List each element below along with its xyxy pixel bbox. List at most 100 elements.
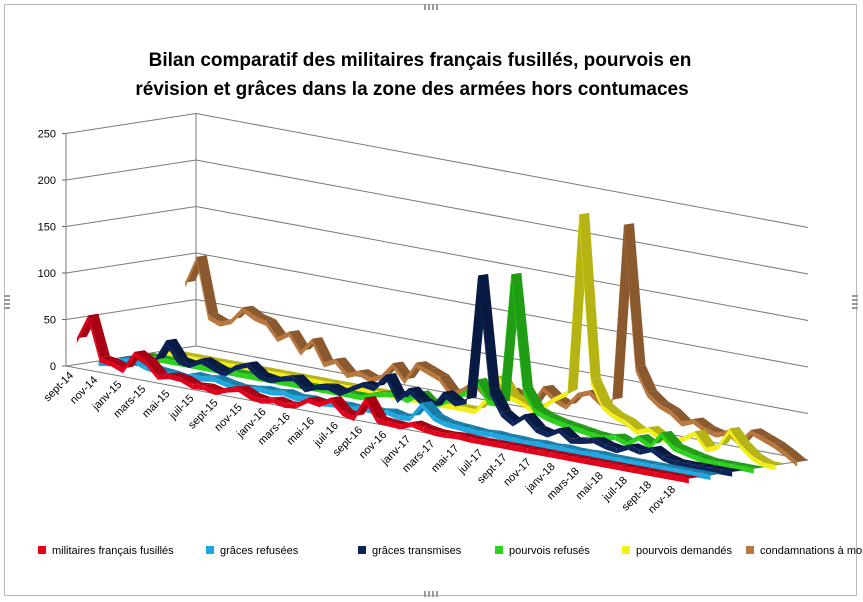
series-ribbon-top [584, 457, 607, 462]
series-ribbon-top [99, 355, 122, 362]
series-ribbon-front [372, 392, 385, 398]
y-tick-label: 200 [38, 175, 56, 187]
series-ribbon-top [88, 313, 110, 358]
series-ribbon-front [468, 427, 480, 437]
resize-handle-left[interactable] [4, 293, 10, 309]
series-ribbon-front [146, 360, 158, 380]
series-ribbon-front [693, 419, 705, 433]
series-ribbon-front [605, 444, 617, 454]
series-ribbon-top [203, 383, 226, 391]
series-ribbon-front [270, 376, 282, 384]
series-ribbon-top [511, 272, 533, 389]
series-ribbon-front [740, 444, 753, 462]
series-ribbon-top [270, 375, 292, 379]
series-ribbon-top [647, 390, 669, 404]
series-ribbon-front [411, 422, 424, 433]
series-ribbon-top [730, 462, 753, 467]
series-ribbon-front [589, 390, 601, 407]
series-ribbon-front [434, 431, 447, 439]
series-ribbon-top [478, 274, 500, 390]
series-ribbon-front [365, 397, 378, 424]
resize-handle-bottom[interactable] [424, 591, 440, 597]
series-ribbon-top [654, 470, 676, 475]
series-ribbon-front [475, 397, 487, 415]
y-gridline [195, 299, 809, 414]
series-ribbon-front [522, 388, 535, 414]
legend-label: pourvois demandés [636, 545, 733, 557]
series-ribbon-front [433, 415, 445, 427]
series-ribbon-top [603, 433, 626, 436]
y-tick-label: 250 [38, 129, 56, 141]
y-gridline [195, 159, 809, 275]
resize-handle-top[interactable] [424, 4, 440, 10]
series-ribbon-top [697, 463, 720, 468]
series-ribbon-top [658, 401, 681, 411]
series-ribbon-front [511, 274, 523, 394]
series-ribbon-front [385, 374, 398, 404]
series-ribbon-top [570, 437, 593, 440]
series-ribbon-top [330, 396, 353, 412]
series-ribbon-top [618, 456, 640, 460]
series-ribbon-top [550, 450, 572, 455]
series-ribbon-top [387, 408, 409, 416]
series-ribbon-front [665, 474, 678, 482]
series-ribbon-front [381, 363, 394, 380]
series-ribbon-front [752, 456, 764, 468]
series-ribbon-front [478, 275, 490, 395]
series-ribbon-top [190, 372, 213, 377]
series-ribbon-front [492, 441, 505, 449]
series-ribbon-front [99, 357, 112, 367]
series-ribbon-top [146, 358, 168, 375]
series-ribbon-front [595, 452, 607, 461]
series-ribbon-top [423, 425, 445, 432]
series-ribbon-front [410, 402, 422, 422]
series-ribbon-front [696, 455, 708, 465]
series-ribbon-top [592, 431, 614, 436]
series-ribbon-front [234, 371, 246, 379]
series-ribbon-front [245, 373, 258, 381]
series-ribbon-front [593, 438, 606, 450]
series-ribbon-top [515, 444, 538, 449]
series-ribbon-front [312, 338, 324, 368]
series-ribbon-front [499, 274, 512, 408]
series-ribbon-front [190, 373, 203, 382]
series-ribbon-front [556, 390, 568, 402]
series-ribbon-front [544, 396, 557, 409]
series-ribbon-top [313, 377, 336, 382]
resize-handle-right[interactable] [852, 293, 858, 309]
series-ribbon-front [554, 397, 567, 410]
series-ribbon-front [423, 427, 435, 437]
series-ribbon-top [294, 394, 317, 397]
series-ribbon-top [665, 472, 688, 477]
series-ribbon-front [625, 420, 637, 435]
series-ribbon-top [166, 338, 188, 360]
series-ribbon-top [468, 426, 490, 432]
series-ribbon-front [628, 444, 640, 455]
series-ribbon-front [619, 465, 632, 473]
series-ribbon-top [596, 459, 619, 464]
series-ribbon-top [200, 357, 223, 366]
series-ribbon-top [491, 430, 513, 436]
series-ribbon-front [662, 455, 675, 466]
series-ribbon-front [293, 375, 305, 393]
series-ribbon-front [247, 362, 259, 380]
series-ribbon-top [365, 396, 388, 419]
series-ribbon-front [164, 358, 177, 366]
series-ribbon-front [704, 427, 717, 438]
chart-legend: militaires français fusillés grâces refus… [38, 545, 863, 557]
series-ribbon-top [444, 420, 467, 425]
series-ribbon-front [284, 403, 297, 409]
series-ribbon-top [694, 429, 717, 448]
series-ribbon-front [763, 462, 776, 470]
series-ribbon-front [374, 374, 386, 392]
series-ribbon-front [300, 338, 313, 356]
series-ribbon-front [706, 444, 718, 453]
series-ribbon-top [278, 370, 301, 375]
series-ribbon-front [717, 428, 730, 450]
series-ribbon-top [664, 464, 686, 469]
series-ribbon-top [545, 414, 568, 421]
series-ribbon-front [698, 472, 711, 480]
series-2 [120, 274, 743, 477]
series-ribbon-top [281, 374, 304, 377]
